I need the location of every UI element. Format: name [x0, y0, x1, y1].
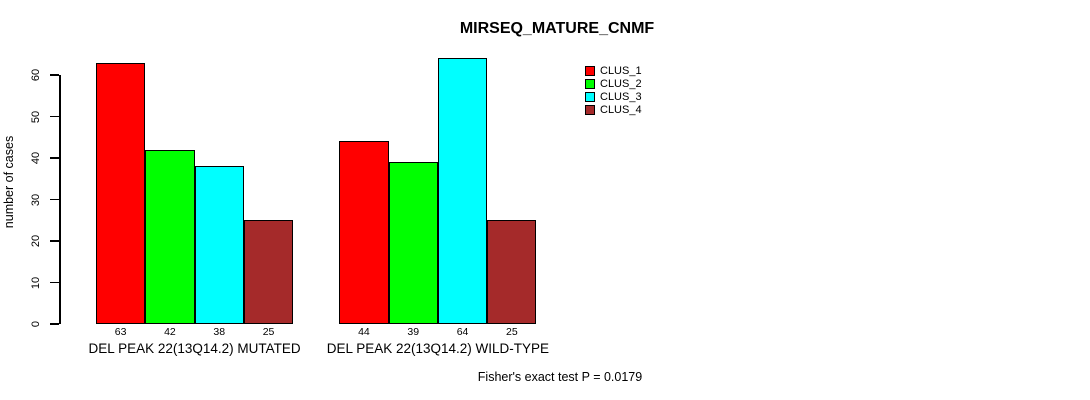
legend-swatch [585, 105, 595, 115]
legend-label: CLUS_2 [600, 78, 642, 90]
y-axis-line [59, 75, 61, 324]
bar-value-label: 39 [407, 326, 420, 338]
bar-value-label: 25 [262, 326, 275, 338]
bar-value-label: 38 [213, 326, 226, 338]
legend-label: CLUS_4 [600, 104, 642, 116]
legend-label: CLUS_1 [600, 65, 642, 77]
bar [339, 141, 389, 324]
legend-item: CLUS_2 [585, 78, 642, 90]
bar-value-label: 63 [114, 326, 127, 338]
bar-value-label: 64 [456, 326, 469, 338]
y-axis-tick [50, 157, 59, 159]
legend-swatch [585, 79, 595, 89]
bar-value-label: 25 [506, 326, 518, 338]
legend-label: CLUS_3 [600, 91, 642, 103]
y-axis-tick-label: 60 [30, 68, 42, 82]
y-axis-tick [50, 323, 59, 325]
bar [437, 58, 488, 324]
y-axis-tick [50, 281, 59, 284]
chart-title: MIRSEQ_MATURE_CNMF [459, 20, 655, 37]
bar-value-label: 42 [164, 326, 176, 338]
bar [96, 62, 146, 324]
fisher-test-note: Fisher's exact test P = 0.0179 [477, 370, 643, 384]
legend-item: CLUS_1 [585, 65, 642, 77]
bar [388, 162, 438, 324]
y-axis-title: number of cases [2, 135, 16, 229]
y-axis-tick-label: 40 [30, 151, 42, 165]
y-axis-tick [50, 240, 59, 242]
chart-legend: CLUS_1 CLUS_2 CLUS_3 CLUS_4 [585, 66, 642, 118]
y-axis-tick [50, 74, 59, 76]
y-axis-tick-label: 0 [30, 320, 42, 328]
legend-item: CLUS_4 [585, 104, 642, 116]
bar [243, 220, 294, 324]
group-label: DEL PEAK 22(13Q14.2) MUTATED [88, 341, 301, 356]
y-axis-tick-label: 30 [30, 193, 42, 206]
bar-value-label: 44 [358, 326, 370, 338]
y-axis-tick-label: 20 [30, 234, 42, 248]
y-axis-tick-label: 50 [30, 110, 42, 123]
y-axis-tick-label: 10 [30, 276, 42, 289]
bar [487, 220, 537, 324]
group-label: DEL PEAK 22(13Q14.2) WILD-TYPE [326, 341, 550, 356]
y-axis-tick [50, 198, 59, 201]
y-axis-tick [50, 115, 59, 118]
bar [145, 149, 195, 324]
legend-swatch [585, 66, 595, 76]
legend-swatch [585, 92, 595, 102]
bar [194, 166, 244, 324]
legend-item: CLUS_3 [585, 91, 642, 103]
